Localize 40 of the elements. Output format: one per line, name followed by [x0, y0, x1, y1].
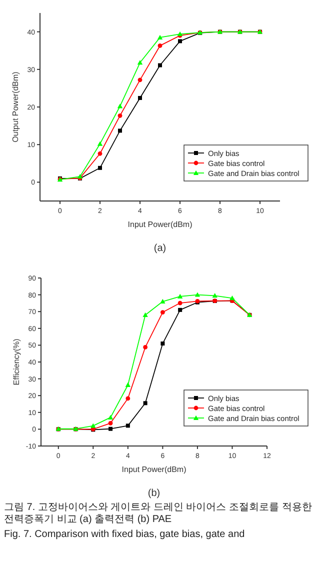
point [108, 426, 113, 431]
point [125, 382, 131, 388]
point [138, 78, 142, 82]
x-axis-title: Input Power(dBm) [128, 220, 193, 229]
point [117, 104, 123, 108]
caption: 그림 7. 고정바이어스와 게이트와 드레인 바이어스 조절회로를 적용한 전력증폭기 비교 (a) 출력전력 (b) PAE [4, 502, 313, 526]
x-axis-title: Input Power(dBm) [122, 465, 187, 474]
point [178, 39, 182, 44]
text: (a) [154, 243, 166, 254]
point [90, 423, 96, 428]
point [143, 345, 148, 350]
point [126, 424, 130, 428]
point [118, 128, 122, 133]
point [178, 300, 182, 306]
y-axis-title: Efficiency(%) [12, 338, 21, 386]
point [157, 34, 163, 40]
point [160, 342, 165, 346]
point [97, 141, 103, 146]
point [158, 63, 162, 68]
point [98, 166, 102, 170]
point [160, 310, 165, 314]
point [142, 312, 148, 317]
point [108, 420, 113, 426]
point [108, 414, 114, 420]
point [126, 396, 130, 401]
point [118, 113, 122, 118]
point [230, 296, 235, 300]
point [178, 308, 182, 312]
point [98, 151, 102, 156]
point [194, 292, 200, 297]
point [177, 294, 183, 298]
point [137, 60, 143, 65]
point [138, 96, 142, 100]
y-axis-title: Output Power(dBm) [11, 71, 20, 142]
point [160, 298, 166, 304]
text: (b) [148, 488, 160, 499]
point [212, 293, 218, 298]
point [158, 44, 162, 48]
point [143, 401, 148, 406]
caption: Fig. 7. Comparison with fixed bias, gate bias, gate and [4, 529, 246, 541]
